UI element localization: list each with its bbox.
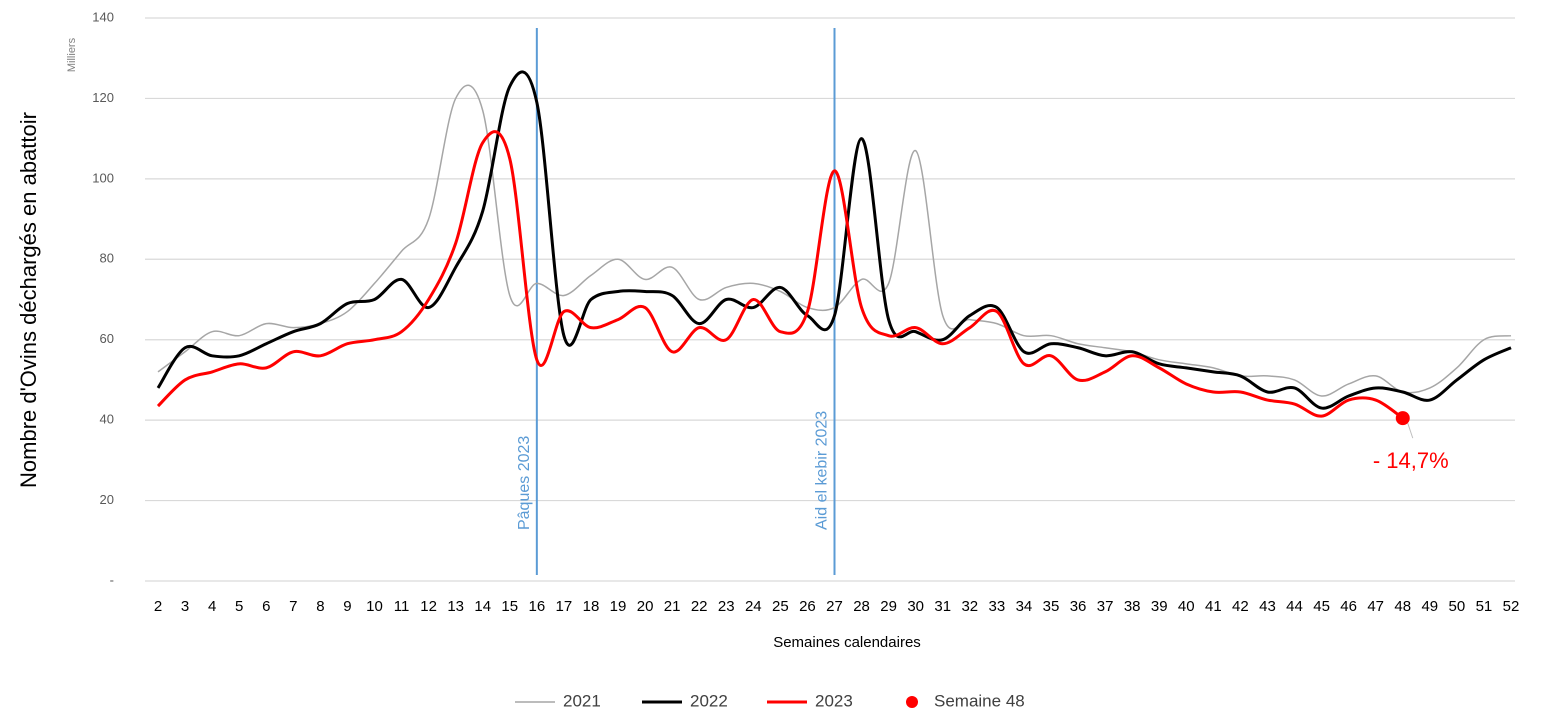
y-tick-label: 80	[100, 251, 114, 266]
x-tick-label: 4	[208, 598, 216, 615]
y-tick-label: 140	[92, 9, 114, 24]
legend-label: 2022	[690, 691, 728, 710]
legend-label: 2023	[815, 691, 853, 710]
x-tick-label: 18	[583, 598, 600, 615]
x-tick-label: 37	[1097, 598, 1114, 615]
x-tick-label: 43	[1259, 598, 1276, 615]
x-tick-label: 39	[1151, 598, 1168, 615]
annotation-label: Pâques 2023	[516, 436, 533, 530]
x-tick-label: 11	[394, 598, 410, 615]
x-tick-label: 50	[1449, 598, 1466, 615]
x-tick-label: 3	[181, 598, 189, 615]
legend-label: 2021	[563, 691, 601, 710]
annotation-label: Aid el kebir 2023	[814, 411, 831, 530]
y-tick-label: 40	[100, 412, 114, 427]
x-tick-label: 21	[664, 598, 681, 615]
x-tick-label: 34	[1016, 598, 1033, 615]
series-line	[156, 70, 1512, 410]
x-tick-label: 7	[289, 598, 297, 615]
x-tick-label: 16	[528, 598, 545, 615]
y-unit: Milliers	[66, 37, 78, 72]
x-tick-label: 36	[1070, 598, 1087, 615]
x-tick-label: 19	[610, 598, 627, 615]
x-tick-label: 9	[343, 598, 351, 615]
x-tick-label: 47	[1367, 598, 1384, 615]
x-tick-label: 24	[745, 598, 762, 615]
x-tick-label: 48	[1394, 598, 1411, 615]
x-tick-label: 12	[420, 598, 437, 615]
x-tick-label: 10	[366, 598, 383, 615]
x-tick-label: 5	[235, 598, 243, 615]
y-tick-label: -	[110, 572, 114, 587]
y-tick-label: 60	[100, 331, 114, 346]
x-tick-label: 29	[880, 598, 897, 615]
x-tick-label: 46	[1340, 598, 1357, 615]
x-tick-label: 28	[853, 598, 870, 615]
x-tick-label: 44	[1286, 598, 1303, 615]
x-tick-label: 26	[799, 598, 816, 615]
legend-label: Semaine 48	[934, 691, 1025, 710]
x-tick-label: 15	[501, 598, 518, 615]
leader-line	[1407, 422, 1414, 439]
x-tick-label: 33	[989, 598, 1006, 615]
x-tick-label: 20	[637, 598, 654, 615]
legend-swatch	[906, 696, 918, 708]
highlight-point	[1395, 411, 1410, 426]
x-tick-label: 14	[474, 598, 491, 615]
x-tick-label: 49	[1421, 598, 1438, 615]
x-tick-label: 31	[934, 598, 951, 615]
x-tick-label: 32	[961, 598, 978, 615]
x-tick-label: 17	[556, 598, 573, 615]
x-tick-label: 35	[1043, 598, 1060, 615]
x-tick-label: 2	[154, 598, 162, 615]
series-line	[157, 84, 1512, 397]
x-tick-label: 6	[262, 598, 270, 615]
x-tick-label: 25	[772, 598, 789, 615]
highlight-label: - 14,7%	[1373, 448, 1449, 473]
x-tick-label: 13	[447, 598, 464, 615]
y-tick-label: 120	[92, 90, 114, 105]
x-tick-label: 27	[826, 598, 843, 615]
x-tick-label: 8	[316, 598, 324, 615]
x-tick-label: 30	[907, 598, 924, 615]
x-tick-label: 23	[718, 598, 735, 615]
series-line	[156, 130, 1404, 420]
x-tick-label: 42	[1232, 598, 1249, 615]
y-tick-label: 20	[100, 492, 114, 507]
x-axis-label: Semaines calendaires	[773, 634, 921, 651]
x-tick-label: 52	[1503, 598, 1520, 615]
y-axis-label: Nombre d'Ovins déchargés en abattoir	[16, 112, 41, 488]
y-tick-label: 100	[92, 170, 114, 185]
x-tick-label: 40	[1178, 598, 1195, 615]
x-tick-label: 22	[691, 598, 708, 615]
x-tick-label: 41	[1205, 598, 1222, 615]
x-tick-label: 51	[1476, 598, 1493, 615]
x-tick-label: 38	[1124, 598, 1141, 615]
x-tick-label: 45	[1313, 598, 1330, 615]
